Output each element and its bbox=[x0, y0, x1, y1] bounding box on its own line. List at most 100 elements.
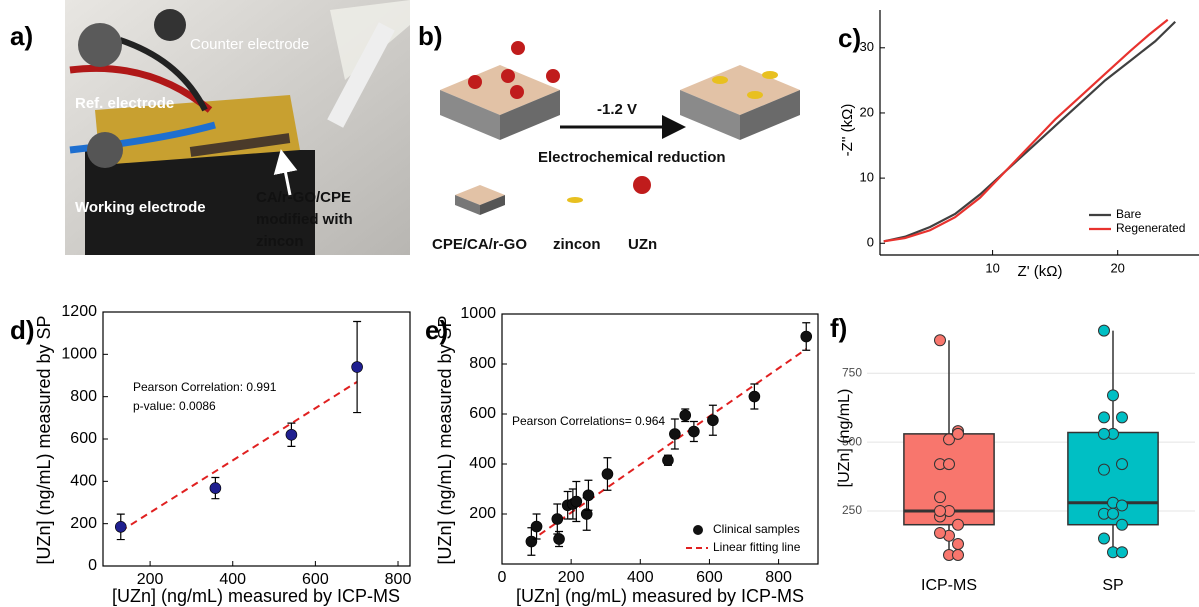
photo-label: Ref. electrode bbox=[75, 95, 174, 112]
legend-marker bbox=[693, 525, 703, 535]
y-tick-label: 800 bbox=[70, 388, 97, 405]
legend-label: CPE/CA/r-GO bbox=[432, 236, 527, 253]
point bbox=[749, 391, 760, 402]
point bbox=[554, 534, 565, 545]
y-tick-label: 30 bbox=[860, 39, 874, 54]
x-tick-label: ICP-MS bbox=[921, 577, 977, 594]
photo-label: CA/r-GO/CPE bbox=[256, 189, 351, 206]
y-axis-label: -Z'' (kΩ) bbox=[839, 104, 856, 157]
point bbox=[1099, 428, 1110, 439]
legend-label: Linear fitting line bbox=[713, 540, 801, 554]
y-tick-label: 400 bbox=[70, 473, 97, 490]
x-tick-label: 800 bbox=[765, 569, 792, 586]
x-tick-label: 0 bbox=[498, 569, 507, 586]
panel-label: a) bbox=[10, 21, 33, 51]
annotation: Pearson Correlations= 0.964 bbox=[512, 414, 665, 428]
y-tick-label: 0 bbox=[88, 557, 97, 574]
axes-frame bbox=[103, 312, 410, 566]
panel-label: f) bbox=[830, 313, 847, 343]
point bbox=[210, 483, 221, 494]
x-tick-label: 10 bbox=[985, 260, 999, 275]
point bbox=[115, 521, 126, 532]
point bbox=[1099, 412, 1110, 423]
point bbox=[1117, 459, 1128, 470]
y-tick-label: 600 bbox=[469, 405, 496, 422]
point bbox=[1099, 464, 1110, 475]
y-tick-label: 1200 bbox=[61, 303, 97, 320]
point bbox=[1117, 519, 1128, 530]
y-tick-label: 250 bbox=[842, 503, 862, 517]
voltage-label: -1.2 V bbox=[597, 101, 637, 118]
legend-label: Clinical samples bbox=[713, 522, 800, 536]
point bbox=[944, 459, 955, 470]
point bbox=[583, 490, 594, 501]
point bbox=[801, 331, 812, 342]
point bbox=[707, 415, 718, 426]
point bbox=[935, 492, 946, 503]
point bbox=[352, 362, 363, 373]
photo-label: Counter electrode bbox=[190, 36, 309, 53]
figure: a) Counter electrode Ref. electrode Work… bbox=[0, 0, 1199, 607]
fit-line bbox=[530, 349, 807, 542]
point bbox=[953, 549, 964, 560]
point bbox=[531, 521, 542, 532]
point bbox=[1117, 500, 1128, 511]
legend-label: Bare bbox=[1116, 207, 1142, 221]
photo-label: zincon bbox=[256, 233, 304, 250]
y-tick-label: 10 bbox=[860, 170, 874, 185]
x-tick-label: 200 bbox=[558, 569, 585, 586]
y-tick-label: 1000 bbox=[61, 346, 97, 363]
point bbox=[1108, 390, 1119, 401]
point bbox=[662, 455, 673, 466]
page: {"panel_a":{"label":"a)","counter":"Coun… bbox=[0, 0, 1199, 607]
process-label: Electrochemical reduction bbox=[538, 149, 726, 166]
x-axis-label: [UZn] (ng/mL) measured by ICP-MS bbox=[112, 586, 400, 606]
panel-label: d) bbox=[10, 315, 35, 345]
y-tick-label: 800 bbox=[469, 355, 496, 372]
diagram bbox=[440, 41, 800, 215]
panel-label: c) bbox=[838, 23, 861, 53]
y-tick-label: 400 bbox=[469, 455, 496, 472]
point bbox=[935, 505, 946, 516]
annotation: Pearson Correlation: 0.991 bbox=[133, 380, 277, 394]
point bbox=[953, 519, 964, 530]
x-axis-label: Z' (kΩ) bbox=[1018, 263, 1063, 280]
y-axis-label: [UZn] (ng/mL) bbox=[836, 389, 853, 488]
y-tick-label: 0 bbox=[867, 235, 874, 250]
point bbox=[552, 514, 563, 525]
photo-label: modified with bbox=[256, 211, 353, 228]
point bbox=[680, 410, 691, 421]
x-tick-label: 400 bbox=[627, 569, 654, 586]
point bbox=[953, 428, 964, 439]
x-tick-label: 20 bbox=[1110, 260, 1124, 275]
point bbox=[602, 469, 613, 480]
y-tick-label: 1000 bbox=[460, 305, 496, 322]
point bbox=[1117, 547, 1128, 558]
y-tick-label: 200 bbox=[469, 505, 496, 522]
photo-label: Working electrode bbox=[75, 199, 206, 216]
x-axis-label: [UZn] (ng/mL) measured by ICP-MS bbox=[516, 586, 804, 606]
panel-label: b) bbox=[418, 21, 443, 51]
point bbox=[935, 527, 946, 538]
point bbox=[1099, 533, 1110, 544]
legend-label: zincon bbox=[553, 236, 601, 253]
point bbox=[286, 429, 297, 440]
point bbox=[1117, 412, 1128, 423]
legend-label: UZn bbox=[628, 236, 657, 253]
point bbox=[526, 536, 537, 547]
point bbox=[571, 496, 582, 507]
point bbox=[1099, 325, 1110, 336]
point bbox=[688, 426, 699, 437]
y-axis-label: [UZn] (ng/mL) measured by SP bbox=[435, 315, 455, 564]
y-axis-label: [UZn] (ng/mL) measured by SP bbox=[34, 315, 54, 564]
y-tick-label: 600 bbox=[70, 430, 97, 447]
point bbox=[953, 538, 964, 549]
point bbox=[935, 335, 946, 346]
x-tick-label: 600 bbox=[696, 569, 723, 586]
x-tick-label: SP bbox=[1102, 577, 1123, 594]
y-tick-label: 750 bbox=[842, 365, 862, 379]
y-tick-label: 20 bbox=[860, 104, 874, 119]
annotation: p-value: 0.0086 bbox=[133, 399, 216, 413]
point bbox=[669, 429, 680, 440]
y-tick-label: 200 bbox=[70, 515, 97, 532]
